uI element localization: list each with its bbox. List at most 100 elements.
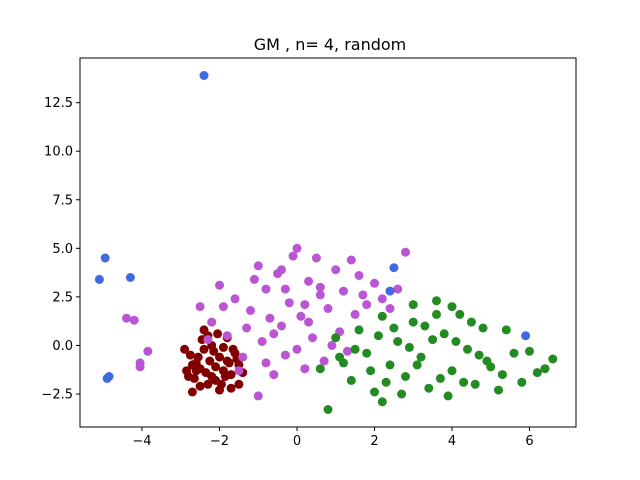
data-point (463, 344, 472, 354)
data-point (358, 290, 368, 300)
data-point (284, 298, 294, 308)
data-point (315, 290, 325, 300)
data-point (478, 323, 488, 333)
data-point (182, 366, 192, 376)
y-tick-label: 5.0 (52, 242, 73, 257)
data-point (135, 362, 145, 372)
data-point (509, 348, 519, 358)
data-point (94, 274, 104, 284)
data-point (385, 286, 395, 296)
data-point (125, 273, 135, 282)
data-point (218, 342, 228, 352)
data-point (315, 364, 325, 374)
data-point (230, 294, 240, 304)
data-point (300, 364, 310, 374)
x-tick-label: 6 (525, 434, 533, 449)
data-point (401, 247, 410, 257)
data-point (199, 344, 209, 354)
data-point (323, 405, 333, 414)
y-tick-label: 2.5 (52, 290, 73, 305)
data-point (455, 309, 465, 319)
data-point (319, 356, 329, 366)
data-point (401, 372, 410, 381)
data-point (370, 387, 379, 397)
data-point (129, 315, 139, 325)
data-point (342, 346, 352, 356)
data-point (443, 391, 453, 401)
data-point (459, 377, 469, 387)
chart-title: GM , n= 4, random (254, 35, 407, 54)
data-point (540, 364, 550, 374)
data-point (327, 340, 337, 350)
data-point (447, 302, 457, 312)
data-point (234, 366, 244, 376)
data-point (432, 296, 441, 306)
data-point (304, 317, 314, 327)
data-point (354, 271, 364, 280)
data-point (482, 356, 492, 366)
data-point (428, 335, 438, 345)
data-point (532, 368, 542, 378)
data-point (203, 379, 213, 389)
x-tick-label: 0 (293, 434, 301, 449)
data-point (189, 373, 199, 383)
data-point (215, 352, 224, 362)
data-point (269, 329, 279, 339)
data-point (143, 346, 153, 356)
data-point (381, 377, 391, 387)
data-point (238, 352, 248, 362)
data-point (187, 360, 197, 370)
data-point (209, 346, 219, 356)
data-point (404, 342, 414, 352)
data-point (501, 325, 511, 335)
data-point (315, 282, 325, 292)
data-point (517, 377, 527, 387)
data-point (253, 261, 263, 271)
data-point (292, 344, 302, 354)
data-point (193, 352, 203, 362)
data-point (366, 366, 376, 376)
data-point (104, 372, 114, 381)
series-1 (122, 243, 410, 401)
data-point (350, 344, 360, 354)
data-point (412, 360, 422, 370)
data-point (494, 385, 503, 395)
data-point (180, 344, 190, 354)
data-point (346, 255, 356, 265)
data-point (100, 253, 110, 263)
data-point (246, 306, 255, 315)
data-point (362, 348, 372, 358)
data-point (226, 383, 236, 393)
x-tick-label: 2 (370, 434, 378, 449)
data-point (195, 302, 205, 312)
data-point (548, 354, 558, 364)
data-point (331, 333, 341, 343)
data-point (447, 366, 457, 376)
data-point (416, 352, 426, 362)
data-point (242, 323, 252, 333)
data-point (187, 387, 197, 397)
data-point (207, 372, 217, 381)
data-point (280, 350, 290, 360)
data-point (420, 321, 430, 331)
data-point (199, 71, 209, 80)
data-point (424, 383, 434, 393)
data-point (339, 286, 348, 296)
y-axis-ticks: −2.5 0.0 2.5 5.0 7.5 10.0 12.5 (41, 96, 80, 402)
data-point (497, 370, 507, 380)
data-point (408, 317, 418, 327)
data-point (389, 323, 399, 333)
data-point (222, 356, 232, 366)
data-point (211, 362, 221, 372)
data-point (261, 284, 271, 294)
data-point (288, 251, 298, 261)
data-point (393, 337, 403, 346)
data-point (350, 309, 360, 319)
data-point (408, 300, 418, 310)
data-point (253, 391, 263, 401)
data-point (331, 265, 341, 275)
data-point (205, 356, 215, 366)
data-point (346, 375, 356, 385)
data-point (323, 304, 333, 313)
data-point (280, 284, 290, 294)
